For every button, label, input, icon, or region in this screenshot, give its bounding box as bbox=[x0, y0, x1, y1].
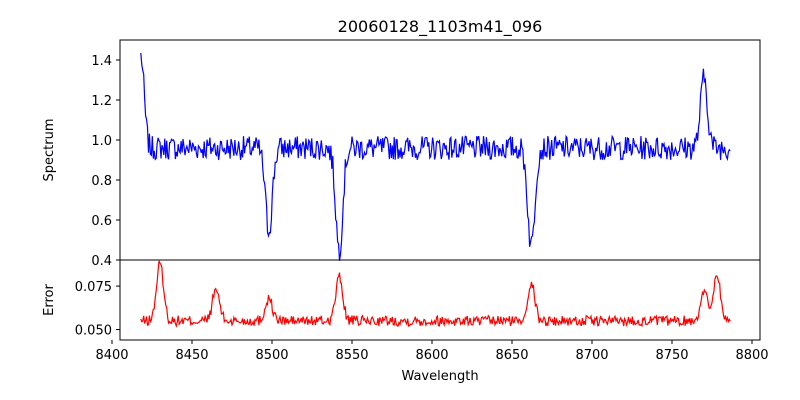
x-axis-label: Wavelength bbox=[401, 369, 478, 384]
x-tick-label: 8550 bbox=[335, 348, 368, 363]
spectrum-y-tick-label: 1.0 bbox=[91, 134, 112, 149]
error-y-tick-label: 0.075 bbox=[75, 280, 112, 295]
chart-title: 20060128_1103m41_096 bbox=[338, 17, 543, 37]
x-tick-label: 8600 bbox=[415, 348, 448, 363]
spectrum-y-tick-label: 1.4 bbox=[91, 54, 112, 69]
x-ticks: 8400 8450 8500 8550 8600 8650 8700 8750 8800 bbox=[95, 340, 769, 363]
spectrum-line bbox=[140, 52, 731, 261]
spectrum-y-tick-label: 0.6 bbox=[91, 214, 112, 229]
spectrum-y-tick-label: 0.8 bbox=[91, 174, 112, 189]
spectrum-y-tick-label: 1.2 bbox=[91, 94, 112, 109]
x-tick-label: 8400 bbox=[95, 348, 128, 363]
error-line bbox=[140, 260, 731, 328]
error-y-label: Error bbox=[42, 284, 57, 316]
x-tick-label: 8500 bbox=[255, 348, 288, 363]
spectrum-series bbox=[140, 52, 731, 261]
error-y-ticks: 0.050 0.075 bbox=[75, 280, 120, 339]
spectrum-y-ticks: 0.4 0.6 0.8 1.0 1.2 1.4 bbox=[91, 54, 120, 269]
x-tick-label: 8750 bbox=[655, 348, 688, 363]
error-series bbox=[140, 260, 731, 328]
spectrum-y-tick-label: 0.4 bbox=[91, 254, 112, 269]
x-tick-label: 8800 bbox=[735, 348, 768, 363]
spectrum-y-label: Spectrum bbox=[42, 119, 57, 182]
x-tick-label: 8700 bbox=[575, 348, 608, 363]
error-y-tick-label: 0.050 bbox=[75, 324, 112, 339]
x-tick-label: 8650 bbox=[495, 348, 528, 363]
x-tick-label: 8450 bbox=[175, 348, 208, 363]
error-panel-frame bbox=[119, 259, 761, 341]
